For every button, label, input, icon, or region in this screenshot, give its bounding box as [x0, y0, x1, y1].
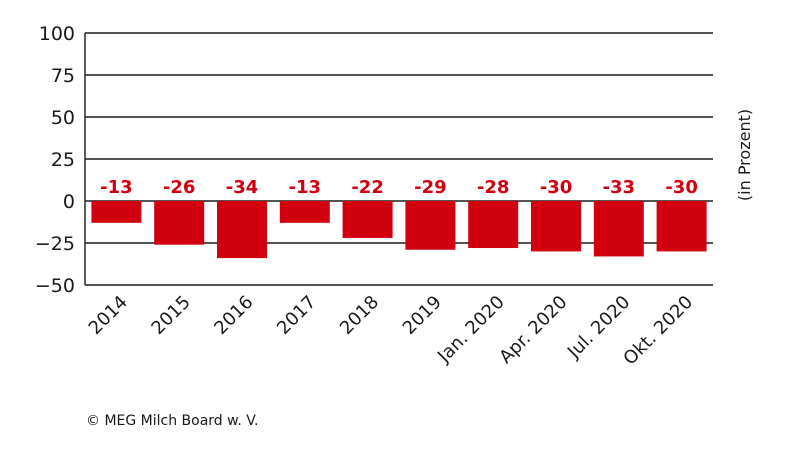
data-label: -13: [289, 177, 322, 198]
x-tick-label: 2018: [336, 292, 383, 339]
y-tick-label: 0: [63, 191, 75, 213]
x-tick-label: Apr. 2020: [495, 292, 571, 368]
y-axis-tick-labels: 100 75 50 25 0 −25 −50: [35, 23, 75, 297]
bar: [342, 201, 393, 238]
y-axis-label: (in Prozent): [735, 109, 754, 201]
y-tick-label: −50: [35, 275, 75, 297]
data-label: -29: [414, 177, 447, 198]
y-tick-label: 75: [51, 65, 75, 87]
x-tick-label: 2016: [210, 292, 257, 339]
bar: [217, 201, 267, 259]
data-label: -30: [540, 177, 573, 198]
data-label: -30: [665, 177, 698, 198]
bar: [154, 201, 205, 245]
bar: [468, 201, 519, 249]
bar: [531, 201, 581, 252]
data-labels: -13 -26 -34 -13 -22 -29 -28 -30 -33 -30: [100, 177, 698, 198]
source-credit: © MEG Milch Board w. V.: [86, 413, 259, 429]
bar: [405, 201, 456, 250]
bars: [91, 201, 707, 259]
x-tick-label: 2014: [85, 292, 132, 339]
x-tick-label: 2017: [273, 292, 320, 339]
data-label: -22: [351, 177, 384, 198]
x-tick-label: 2019: [399, 292, 446, 339]
data-label: -26: [163, 177, 196, 198]
y-tick-label: 100: [39, 23, 75, 45]
y-tick-label: 25: [51, 149, 75, 171]
bar: [279, 201, 330, 223]
data-label: -34: [226, 177, 259, 198]
data-label: -13: [100, 177, 133, 198]
y-tick-label: 50: [51, 107, 75, 129]
data-label: -33: [603, 177, 636, 198]
x-tick-label: 2015: [147, 292, 194, 339]
y-tick-label: −25: [35, 233, 75, 255]
bar: [656, 201, 707, 252]
bar: [593, 201, 644, 257]
bar: [91, 201, 142, 223]
data-label: -28: [477, 177, 510, 198]
